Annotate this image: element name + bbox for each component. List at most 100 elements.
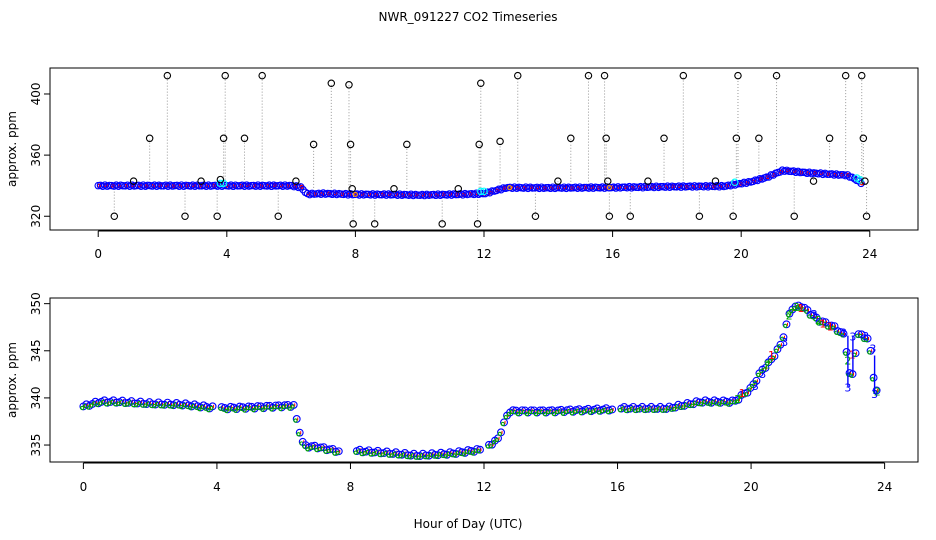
series2-point xyxy=(608,408,614,414)
spike-point xyxy=(475,140,483,149)
raw-point xyxy=(488,187,496,195)
series2-point xyxy=(804,309,809,314)
series2-point xyxy=(575,408,581,413)
series2-point xyxy=(644,408,650,413)
series2-point xyxy=(152,403,157,409)
series2-point xyxy=(86,405,91,410)
spike-point xyxy=(605,212,614,220)
series2-point xyxy=(242,408,247,413)
spike-point xyxy=(859,134,868,143)
series2-point xyxy=(374,450,379,455)
spike-point xyxy=(644,177,652,185)
spike-point xyxy=(857,71,866,80)
panel-filtered-x-axis: 0 4 8 12 16 20 24 xyxy=(80,462,892,494)
raw-point xyxy=(762,173,771,181)
raw-point xyxy=(767,171,775,179)
x-axis-label: Hour of Day (UTC) xyxy=(414,517,523,531)
spike-point xyxy=(772,71,781,80)
series-number-marker: 3 xyxy=(781,336,788,349)
series-number-marker: 3 xyxy=(840,326,847,339)
y-tick-label: 350 xyxy=(29,292,43,315)
panel-raw-points xyxy=(94,71,871,228)
series2-point xyxy=(224,408,229,414)
series2-point xyxy=(290,404,295,409)
series3-point xyxy=(752,376,761,385)
spike-point xyxy=(473,220,482,228)
series2-point xyxy=(620,406,626,411)
series2-point xyxy=(398,454,403,459)
series2-point xyxy=(365,449,370,455)
chart-title: NWR_091227 CO2 Timeseries xyxy=(379,10,558,24)
spike-point xyxy=(734,71,742,80)
series3-point xyxy=(500,418,508,427)
flagged-point xyxy=(352,191,358,197)
raw-point xyxy=(765,173,773,181)
series-number-marker: 2 xyxy=(874,386,881,399)
series-number-marker: 1 xyxy=(797,302,804,315)
series2-point xyxy=(750,383,755,388)
series2-point xyxy=(257,405,262,411)
series2-point xyxy=(161,404,166,409)
series-number-marker: 3 xyxy=(811,308,818,321)
dip-marker: 3 xyxy=(844,382,851,395)
series2-point xyxy=(134,402,139,408)
series2-point xyxy=(311,445,316,450)
series2-point xyxy=(284,404,289,409)
series3-point xyxy=(827,321,836,330)
series2-point xyxy=(795,304,800,310)
spike-point xyxy=(181,212,189,220)
series2-point xyxy=(470,451,475,456)
series2-point xyxy=(491,440,496,445)
series3-point xyxy=(289,400,298,409)
series3-point xyxy=(863,334,872,343)
series2-point xyxy=(182,402,187,408)
spike-point xyxy=(660,134,668,143)
panel-raw-frame xyxy=(49,67,919,231)
panel-raw-x-axis: 0 4 8 12 16 20 24 xyxy=(94,230,877,261)
spike-point xyxy=(809,177,818,185)
series2-point xyxy=(840,333,845,338)
x-tick-label: 20 xyxy=(743,480,758,494)
series2-point xyxy=(593,407,599,413)
series2-point xyxy=(530,409,536,415)
spike-point xyxy=(240,134,249,143)
raw-point xyxy=(857,179,865,188)
spike-point xyxy=(732,134,741,143)
series2-point xyxy=(461,452,466,457)
series2-point xyxy=(248,406,253,411)
series2-point xyxy=(89,403,94,408)
spike-point xyxy=(602,134,610,143)
x-tick-label: 0 xyxy=(80,480,88,494)
spike-point xyxy=(861,177,869,185)
series2-point xyxy=(416,455,421,460)
series2-point xyxy=(810,314,815,320)
spike-point xyxy=(327,79,336,88)
flagged-point xyxy=(507,185,513,191)
series2-point xyxy=(843,351,848,356)
spike-point xyxy=(755,134,763,143)
series3-point xyxy=(776,340,785,349)
raw-point xyxy=(776,168,784,176)
series2-point xyxy=(500,421,505,427)
spike-point xyxy=(454,184,463,193)
x-tick-label: 24 xyxy=(862,247,877,261)
series2-point xyxy=(407,455,412,460)
spike-point xyxy=(145,134,154,143)
series-number-marker: 3 xyxy=(862,330,869,343)
series2-point xyxy=(410,453,415,458)
series2-point xyxy=(873,389,878,395)
series2-point xyxy=(296,432,301,437)
y-tick-label: 335 xyxy=(29,434,43,457)
series2-point xyxy=(707,402,713,407)
x-tick-label: 8 xyxy=(352,247,360,261)
spike-point xyxy=(514,71,522,80)
series3-point xyxy=(866,346,875,355)
y-tick-label: 400 xyxy=(29,83,43,106)
spike-point xyxy=(825,134,834,143)
x-tick-label: 12 xyxy=(476,480,491,494)
series2-point xyxy=(638,406,644,411)
series2-point xyxy=(548,409,554,414)
series2-point xyxy=(602,407,608,412)
spike-point xyxy=(841,71,850,80)
